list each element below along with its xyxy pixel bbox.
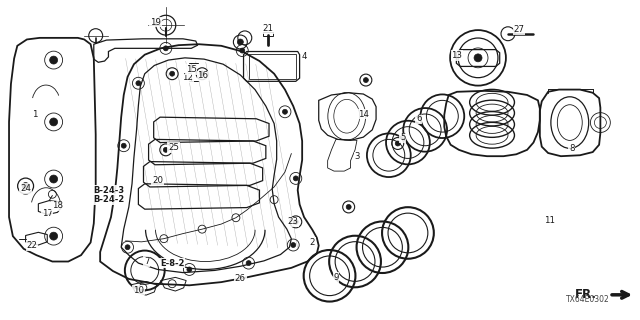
Text: 25: 25 bbox=[168, 143, 179, 152]
Circle shape bbox=[50, 232, 58, 240]
Circle shape bbox=[282, 109, 287, 114]
Text: 19: 19 bbox=[150, 18, 161, 27]
Text: 3: 3 bbox=[354, 152, 360, 161]
Text: 11: 11 bbox=[544, 216, 555, 225]
Text: 22: 22 bbox=[26, 241, 38, 250]
Circle shape bbox=[50, 118, 58, 126]
Circle shape bbox=[200, 71, 205, 76]
Circle shape bbox=[291, 243, 296, 247]
Text: 17: 17 bbox=[42, 209, 52, 219]
Text: E-8-2: E-8-2 bbox=[160, 259, 184, 268]
Circle shape bbox=[50, 56, 58, 64]
Text: 18: 18 bbox=[52, 202, 63, 211]
Text: 27: 27 bbox=[513, 25, 524, 35]
Circle shape bbox=[474, 54, 482, 62]
Text: 2: 2 bbox=[310, 238, 315, 247]
Text: 14: 14 bbox=[358, 109, 369, 118]
Circle shape bbox=[293, 220, 298, 224]
Text: 23: 23 bbox=[288, 217, 299, 226]
Circle shape bbox=[246, 260, 251, 266]
Text: 12: 12 bbox=[182, 73, 193, 82]
Circle shape bbox=[163, 46, 168, 51]
Circle shape bbox=[187, 267, 192, 272]
Circle shape bbox=[170, 71, 175, 76]
Circle shape bbox=[237, 39, 243, 45]
Text: 26: 26 bbox=[235, 275, 246, 284]
Text: 5: 5 bbox=[400, 133, 406, 142]
Text: 7: 7 bbox=[144, 257, 149, 266]
Text: 1: 1 bbox=[32, 109, 37, 118]
Text: TX64E0302: TX64E0302 bbox=[566, 295, 610, 304]
Circle shape bbox=[125, 245, 130, 250]
Text: 8: 8 bbox=[569, 144, 575, 153]
Text: 15: 15 bbox=[186, 65, 196, 74]
Circle shape bbox=[22, 182, 29, 189]
Text: FR.: FR. bbox=[575, 288, 597, 301]
Circle shape bbox=[163, 148, 168, 152]
Text: 20: 20 bbox=[152, 176, 163, 185]
Circle shape bbox=[364, 77, 369, 83]
Text: 21: 21 bbox=[262, 24, 273, 33]
Circle shape bbox=[346, 204, 351, 209]
Circle shape bbox=[50, 175, 58, 183]
Circle shape bbox=[121, 143, 126, 148]
Text: B-24-2: B-24-2 bbox=[93, 195, 124, 204]
Text: 4: 4 bbox=[301, 52, 307, 61]
Text: B-24-3: B-24-3 bbox=[93, 186, 124, 195]
Circle shape bbox=[396, 141, 400, 146]
Circle shape bbox=[136, 81, 141, 86]
Text: 9: 9 bbox=[333, 273, 339, 282]
Text: 10: 10 bbox=[133, 285, 144, 295]
Text: 16: 16 bbox=[197, 71, 208, 80]
Circle shape bbox=[240, 48, 244, 53]
Text: 6: 6 bbox=[416, 114, 422, 123]
Text: 13: 13 bbox=[451, 51, 463, 60]
Circle shape bbox=[293, 176, 298, 181]
Text: 24: 24 bbox=[20, 184, 31, 193]
